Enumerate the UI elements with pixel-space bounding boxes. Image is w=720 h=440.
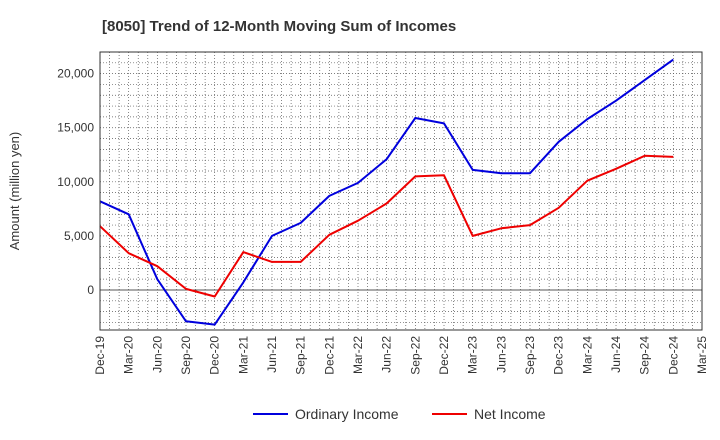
x-tick-label: Dec-23	[552, 336, 566, 375]
x-tick-label: Sep-21	[294, 336, 308, 375]
x-tick-label: Mar-24	[580, 336, 594, 374]
x-tick-label: Sep-22	[408, 336, 422, 375]
legend-label-net-income: Net Income	[474, 406, 546, 422]
x-tick-label: Mar-25	[695, 336, 709, 374]
y-tick-label: 5,000	[64, 229, 94, 243]
chart-title: [8050] Trend of 12-Month Moving Sum of I…	[102, 18, 456, 35]
x-tick-label: Dec-19	[93, 336, 107, 375]
x-tick-label: Sep-24	[638, 336, 652, 375]
x-tick-label: Sep-23	[523, 336, 537, 375]
x-tick-label: Mar-22	[351, 336, 365, 374]
y-tick-labels: 0 5,000 10,000 15,000 20,000	[57, 67, 94, 297]
series-line-ordinary-income	[99, 58, 674, 326]
x-tick-label: Jun-20	[150, 336, 164, 373]
y-axis-label: Amount (million yen)	[7, 132, 22, 251]
x-tick-label: Dec-22	[437, 336, 451, 375]
x-tick-label: Jun-22	[380, 336, 394, 373]
y-tick-label: 15,000	[57, 121, 94, 135]
y-tick-label: 0	[87, 283, 94, 297]
grid	[100, 51, 702, 330]
series-lines	[99, 58, 674, 326]
x-tick-label: Jun-23	[494, 336, 508, 373]
x-tick-label: Dec-24	[666, 336, 680, 375]
x-tick-label: Mar-23	[466, 336, 480, 374]
x-tick-labels: Dec-19 Mar-20 Jun-20 Sep-20 Dec-20 Mar-21 Jun-…	[93, 336, 709, 375]
plot-frame	[99, 51, 703, 331]
y-tick-label: 20,000	[57, 67, 94, 81]
legend: Ordinary Income Net Income	[253, 406, 546, 422]
legend-label-ordinary-income: Ordinary Income	[295, 406, 399, 422]
series-line-net-income	[99, 154, 674, 298]
x-tick-label: Dec-21	[322, 336, 336, 375]
x-tick-label: Mar-21	[236, 336, 250, 374]
y-tick-label: 10,000	[57, 175, 94, 189]
x-tick-label: Mar-20	[122, 336, 136, 374]
x-tick-label: Jun-21	[265, 336, 279, 373]
x-tick-label: Dec-20	[208, 336, 222, 375]
x-tick-label: Jun-24	[609, 336, 623, 373]
x-tick-label: Sep-20	[179, 336, 193, 375]
